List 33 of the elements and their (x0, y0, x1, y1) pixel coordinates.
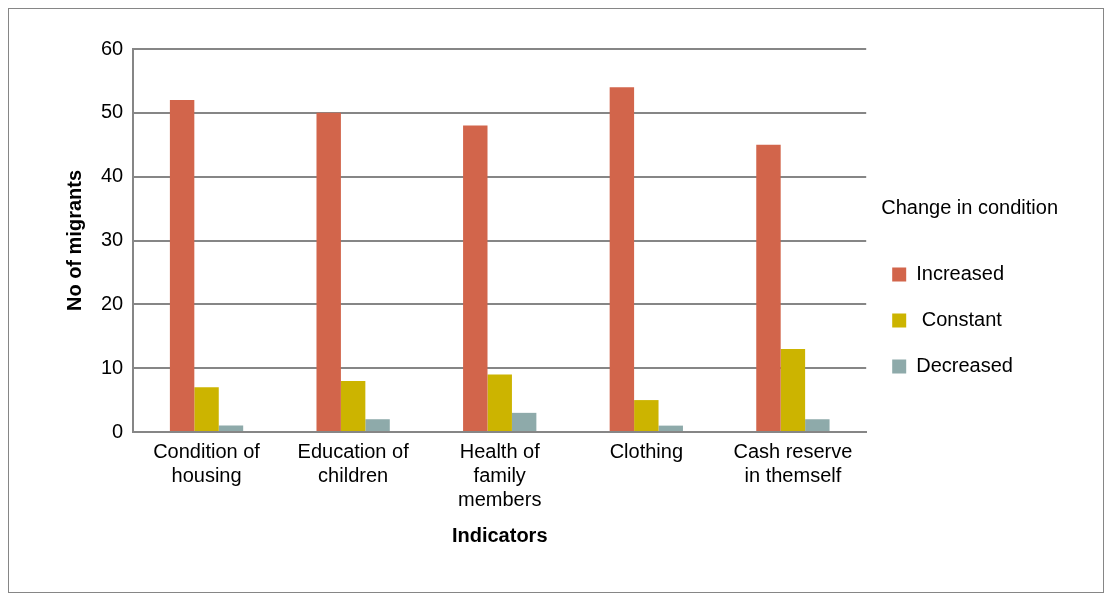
bar (780, 349, 806, 431)
bar (194, 387, 219, 431)
bar (756, 144, 781, 431)
bar (511, 412, 537, 431)
y-tick-label: 60 (101, 36, 124, 59)
x-tick-label: Clothing (609, 439, 684, 462)
bar (487, 374, 512, 431)
bar (169, 100, 195, 431)
bar (316, 112, 341, 431)
y-tick-label: 10 (101, 355, 124, 378)
bar (634, 400, 659, 431)
x-tick-label: Health of family members (458, 439, 542, 510)
bar (805, 419, 830, 431)
bar (609, 87, 635, 431)
x-tick-label: Cash reserve in themself (733, 439, 853, 486)
bar (365, 419, 390, 431)
legend-label: Increased (916, 262, 1005, 285)
y-tick-label: 50 (101, 100, 124, 123)
x-axis-title: Indicators (451, 523, 548, 546)
y-tick-label: 40 (101, 164, 124, 187)
x-tick-label: Education of children (297, 439, 410, 486)
y-tick-label: 20 (101, 291, 124, 314)
bar (658, 425, 683, 431)
bar (340, 380, 366, 431)
legend-title: Change in condition (881, 196, 1058, 219)
y-tick-label: 0 (112, 419, 124, 442)
y-tick-label: 30 (101, 228, 124, 251)
legend-label: Decreased (916, 354, 1013, 377)
legend-label: Constant (916, 308, 1003, 331)
bar (463, 125, 488, 431)
bar (218, 425, 244, 431)
x-tick-label: Condition of housing (153, 439, 261, 486)
y-axis-title: No of migrants (62, 169, 85, 312)
